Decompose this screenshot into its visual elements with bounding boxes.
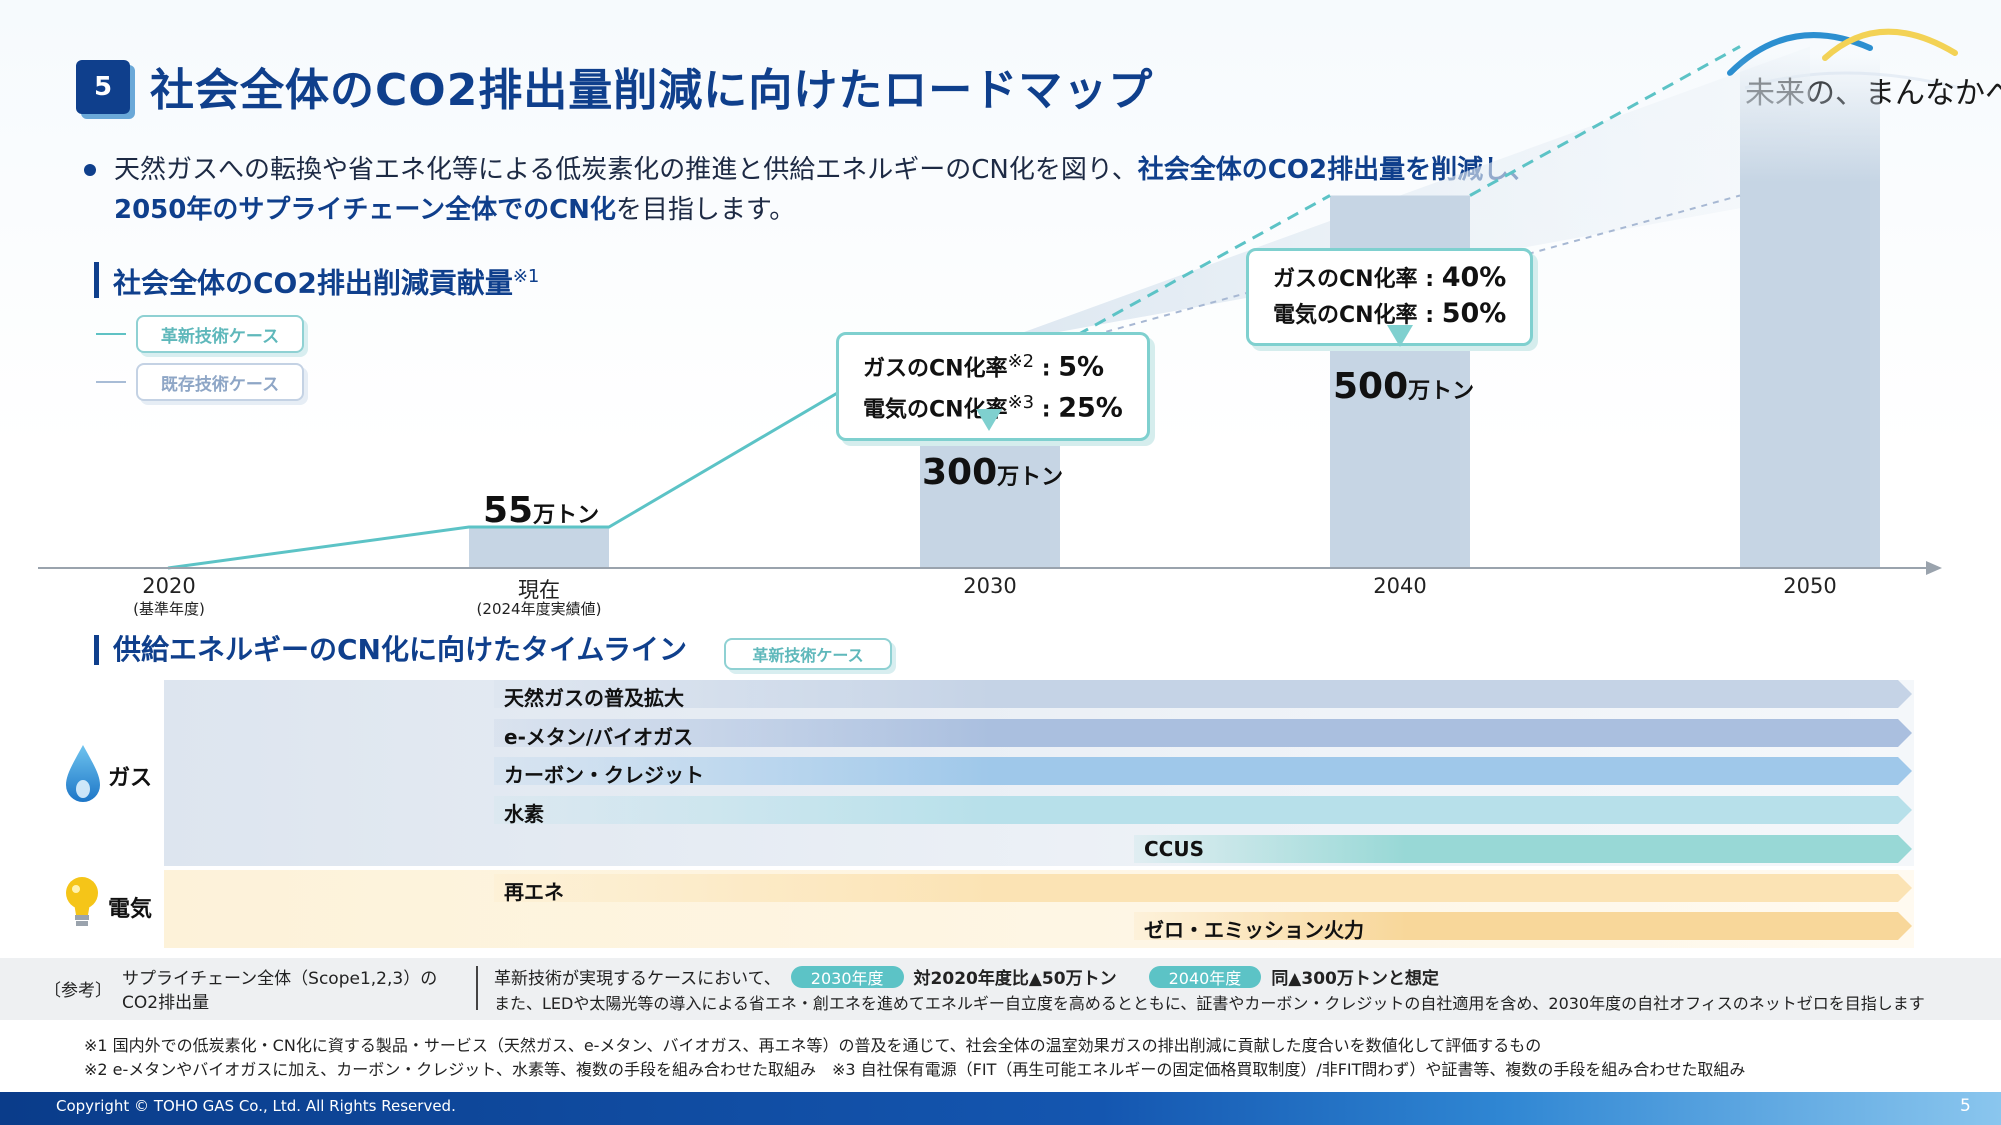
reference-label-2: CO2排出量 xyxy=(122,993,210,1013)
callout-2030-gas: ガスのCN化率※2 : 5% xyxy=(863,351,1105,383)
x-tick-2030: 2030 xyxy=(963,574,1017,598)
bar-unit-current: 万トン xyxy=(533,503,600,528)
intro-highlight-2: 2050年のサプライチェーン全体でのCN化 xyxy=(114,195,616,225)
category-electric: 電気 xyxy=(108,897,153,922)
reference-line-2: また、LEDや太陽光等の導入による省エネ・創エネを進めてエネルギー自立度を高める… xyxy=(494,994,1925,1013)
gas-drop-icon xyxy=(66,745,100,802)
timeline-arrow xyxy=(494,680,1912,708)
callout-2040-gas-label: ガスのCN化率 xyxy=(1273,267,1418,292)
intro-text-2: を目指します。 xyxy=(615,195,796,225)
reference-divider xyxy=(476,966,478,1010)
bar-label-current: 55万トン xyxy=(483,490,599,531)
x-tick-2040: 2040 xyxy=(1373,574,1427,598)
chart-section-title: 社会全体のCO2排出削減貢献量※1 xyxy=(94,262,540,300)
callout-2040-pointer xyxy=(1387,325,1413,347)
timeline-arrow xyxy=(494,719,1912,747)
timeline-row-label: ゼロ・エミッション火力 xyxy=(1144,918,1364,942)
bar-value-2030: 300 xyxy=(922,452,998,493)
timeline-arrow xyxy=(494,796,1912,824)
timeline-badge: 革新技術ケース xyxy=(724,638,892,670)
timeline-row-label: 天然ガスの普及拡大 xyxy=(504,686,684,710)
timeline-row-label: CCUS xyxy=(1144,837,1204,861)
section-number: 5 xyxy=(76,60,130,114)
x-tick-current: 現在 xyxy=(518,578,560,602)
lightbulb-icon xyxy=(66,877,98,926)
timeline-arrows xyxy=(494,680,1912,940)
bar-2050 xyxy=(1740,53,1880,568)
bar-value-2040: 500 xyxy=(1333,366,1409,407)
timeline-section-title: 供給エネルギーのCN化に向けたタイムライン xyxy=(94,635,687,665)
callout-2040-electric: 電気のCN化率 : 50% xyxy=(1273,298,1507,329)
innovative-line-dashed xyxy=(1059,45,1741,346)
reference-prefix: 革新技術が実現するケースにおいて、 xyxy=(494,969,781,989)
timeline-row-label: 水素 xyxy=(504,802,544,826)
x-tick-2020: 2020 xyxy=(142,574,196,598)
reference-tag: 〔参考〕 xyxy=(44,981,112,1001)
timeline-arrow xyxy=(494,757,1912,785)
bar-label-2030: 300万トン xyxy=(922,452,1063,493)
reference-bar xyxy=(0,958,2001,1020)
legend-existing-case: 既存技術ケース xyxy=(136,363,304,401)
bar-value-current: 55 xyxy=(483,490,534,531)
bar-label-2040: 500万トン xyxy=(1333,366,1474,407)
chart-title-note: ※1 xyxy=(512,266,540,287)
bullet-dot xyxy=(84,164,96,176)
copyright: Copyright © TOHO GAS Co., Ltd. All Right… xyxy=(56,1097,456,1115)
reference-text-2030: 対2020年度比▲50万トン xyxy=(913,969,1117,989)
footer-bar xyxy=(0,1092,2001,1125)
footnote-2-3: ※2 e-メタンやバイオガスに加え、カーボン・クレジット、水素等、複数の手段を組… xyxy=(84,1060,1746,1079)
callout-2040-gas-value: 40% xyxy=(1441,262,1507,293)
reference-pill-2040: 2040年度 xyxy=(1148,965,1262,988)
bar-1 xyxy=(469,527,609,568)
reference-pill-2030: 2030年度 xyxy=(790,965,904,988)
page-title: 社会全体のCO2排出量削減に向けたロードマップ xyxy=(150,65,1154,116)
callout-2030-gas-mark: ※2 xyxy=(1007,351,1035,372)
category-gas: ガス xyxy=(108,766,153,791)
callout-2030-gas-label: ガスのCN化率 xyxy=(863,356,1008,382)
chart-title-text: 社会全体のCO2排出削減貢献量 xyxy=(113,266,513,300)
callout-2040-gas: ガスのCN化率 : 40% xyxy=(1273,262,1507,293)
reference-text-2040: 同▲300万トンと想定 xyxy=(1271,969,1439,989)
timeline-row-label: 再エネ xyxy=(504,880,564,904)
page-number: 5 xyxy=(1960,1096,1971,1116)
footnote-1: ※1 国内外での低炭素化・CN化に資する製品・サービス（天然ガス、e-メタン、バ… xyxy=(84,1036,1542,1055)
callout-2030-pointer xyxy=(976,409,1002,431)
timeline-row-label: カーボン・クレジット xyxy=(504,763,704,787)
legend-innovative-case: 革新技術ケース xyxy=(136,315,304,353)
callout-2040-electric-label: 電気のCN化率 xyxy=(1273,303,1418,328)
bar-unit-2030: 万トン xyxy=(997,465,1064,490)
callout-2040-electric-value: 50% xyxy=(1441,298,1507,329)
timeline-row-label: e-メタン/バイオガス xyxy=(504,725,694,749)
x-tick-2050: 2050 xyxy=(1783,574,1837,598)
intro-bullet: 天然ガスへの転換や省エネ化等による低炭素化の推進と供給エネルギーのCN化を図り、… xyxy=(84,150,1644,230)
timeline-arrow xyxy=(1134,912,1912,940)
bar-unit-2040: 万トン xyxy=(1408,379,1475,404)
callout-2030-gas-value: 5% xyxy=(1058,351,1105,383)
intro-text-1: 天然ガスへの転換や省エネ化等による低炭素化の推進と供給エネルギーのCN化を図り、 xyxy=(114,155,1138,185)
x-tick-2020-note: (基準年度) xyxy=(133,600,205,618)
callout-2030-electric-mark: ※3 xyxy=(1007,392,1035,414)
reference-line-1: 革新技術が実現するケースにおいて、 2030年度 対2020年度比▲50万トン … xyxy=(494,964,1439,989)
legend-line-innovative xyxy=(96,333,126,335)
x-tick-current-note: (2024年度実績値) xyxy=(476,600,602,618)
reference-label-1: サプライチェーン全体（Scope1,2,3）の xyxy=(122,969,438,989)
legend-line-existing xyxy=(96,381,126,383)
timeline-arrow xyxy=(1134,835,1912,863)
x-axis-arrow xyxy=(1926,561,1942,575)
callout-2030-electric-value: 25% xyxy=(1058,392,1123,424)
timeline-arrow xyxy=(494,874,1912,902)
